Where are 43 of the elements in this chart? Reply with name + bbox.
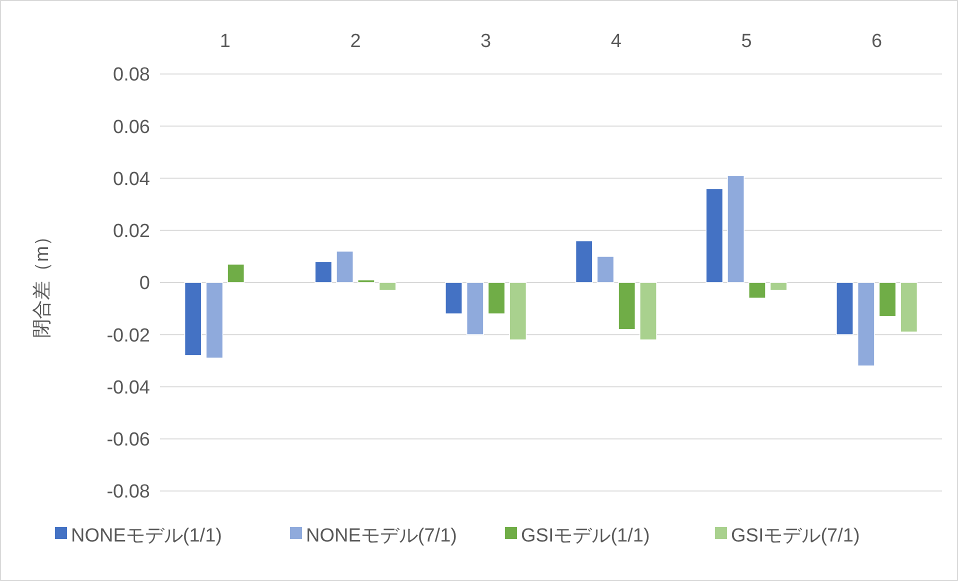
bar bbox=[357, 279, 375, 283]
bar bbox=[748, 282, 766, 299]
y-tick-label: -0.02 bbox=[106, 325, 150, 346]
y-axis-title: 閉合差（m） bbox=[32, 227, 53, 338]
x-tick-label: 5 bbox=[741, 31, 752, 52]
bar bbox=[770, 282, 788, 291]
bar bbox=[900, 282, 918, 332]
bar bbox=[596, 256, 614, 283]
bar bbox=[836, 282, 854, 336]
y-tick-label: 0.06 bbox=[113, 116, 150, 138]
bar bbox=[575, 240, 593, 283]
y-tick-label: 0.04 bbox=[113, 168, 150, 190]
y-tick-label: -0.04 bbox=[106, 377, 150, 398]
bar bbox=[227, 264, 245, 283]
bar bbox=[878, 282, 896, 317]
bar bbox=[639, 282, 657, 340]
bar bbox=[706, 188, 724, 283]
bar bbox=[206, 282, 224, 358]
y-tick-label: -0.08 bbox=[106, 482, 150, 503]
bar bbox=[857, 282, 875, 366]
bar bbox=[488, 282, 506, 314]
x-tick-label: 3 bbox=[480, 31, 492, 52]
bar bbox=[184, 282, 202, 356]
x-tick-label: 6 bbox=[872, 31, 882, 52]
y-tick-label: -0.06 bbox=[106, 430, 150, 451]
bar bbox=[445, 282, 463, 314]
x-tick-label: 2 bbox=[350, 31, 361, 52]
bar bbox=[618, 282, 636, 330]
bar bbox=[314, 261, 332, 283]
x-tick-label: 1 bbox=[220, 31, 230, 52]
bar bbox=[378, 282, 396, 291]
legend-label: NONEモデル(1/1) bbox=[71, 526, 222, 547]
y-tick-label: 0 bbox=[139, 273, 150, 294]
x-tick-label: 4 bbox=[610, 31, 622, 52]
legend-label: GSIモデル(1/1) bbox=[521, 526, 650, 547]
bar bbox=[509, 282, 527, 340]
y-tick-label: 0.02 bbox=[113, 221, 150, 242]
bar bbox=[727, 175, 745, 283]
legend-label: GSIモデル(7/1) bbox=[731, 526, 860, 547]
y-tick-label: 0.08 bbox=[113, 64, 150, 86]
bar bbox=[336, 250, 354, 283]
legend-label: NONEモデル(7/1) bbox=[306, 526, 457, 547]
bar bbox=[466, 282, 484, 336]
